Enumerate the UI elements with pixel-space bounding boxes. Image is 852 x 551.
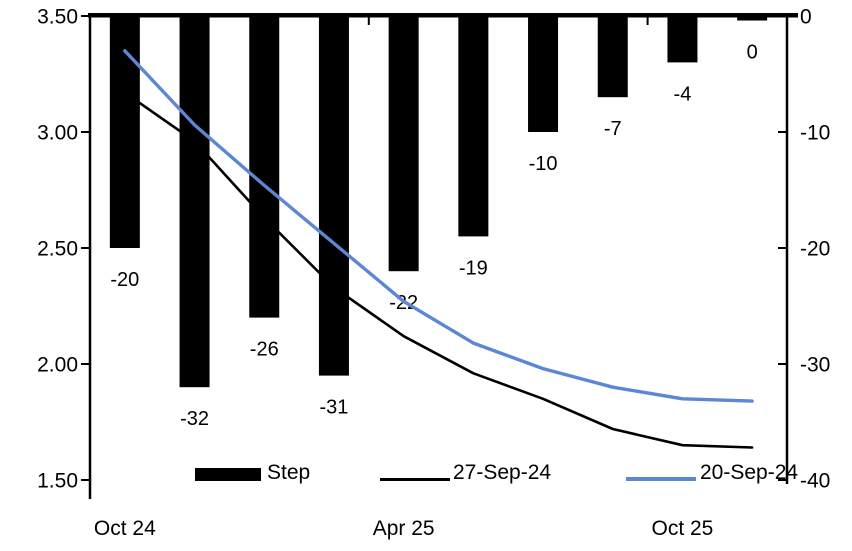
bar-label-1: -20	[110, 269, 139, 291]
legend-bar-swatch	[195, 468, 261, 481]
bar-label-2: -32	[180, 408, 209, 430]
bar-step-9	[667, 16, 698, 63]
right-axis-tick-label: -20	[800, 238, 830, 261]
line-series-27-sep-24	[123, 91, 754, 449]
bar-step-5	[388, 16, 419, 272]
bar-step-2	[179, 16, 210, 388]
bar-label-3: -26	[250, 339, 279, 361]
left-axis-tick-label: 3.00	[37, 122, 78, 145]
left-axis-tick-label: 2.00	[37, 354, 78, 377]
bar-step-1	[109, 16, 140, 248]
right-axis-tick-label: 0	[800, 6, 812, 29]
bar-label-8: -7	[604, 118, 622, 140]
right-axis-tick-label: -10	[800, 122, 830, 145]
top-zero-line	[88, 13, 798, 18]
bar-label-10: 0	[747, 42, 758, 64]
bar-step-3	[249, 16, 280, 318]
legend-line-swatch-20sep	[626, 477, 696, 481]
left-axis-tick-label: 3.50	[37, 6, 78, 29]
x-axis-label: Apr 25	[373, 517, 435, 540]
x-axis-label: Oct 25	[652, 517, 714, 540]
bar-step-10	[737, 16, 768, 21]
left-axis-tick-label: 1.50	[37, 470, 78, 493]
right-axis-tick-label: -30	[800, 354, 830, 377]
left-axis-tick-label: 2.50	[37, 238, 78, 261]
legend-line-swatch-27sep	[380, 478, 450, 481]
bar-label-9: -4	[674, 83, 692, 105]
x-axis-label: Oct 24	[94, 517, 156, 540]
bar-label-4: -31	[319, 397, 348, 419]
legend-label-20sep: 20-Sep-24	[700, 461, 799, 484]
bar-label-6: -19	[459, 257, 488, 279]
legend-label-step: Step	[267, 461, 311, 484]
bar-step-4	[318, 16, 349, 376]
legend-label-27sep: 27-Sep-24	[453, 461, 552, 484]
bar-step-8	[597, 16, 628, 98]
bar-label-7: -10	[529, 153, 558, 175]
bar-step-6	[458, 16, 489, 237]
line-series-20-sep-24	[123, 49, 754, 403]
right-axis-tick-label: -40	[800, 470, 830, 493]
bar-step-7	[528, 16, 559, 132]
